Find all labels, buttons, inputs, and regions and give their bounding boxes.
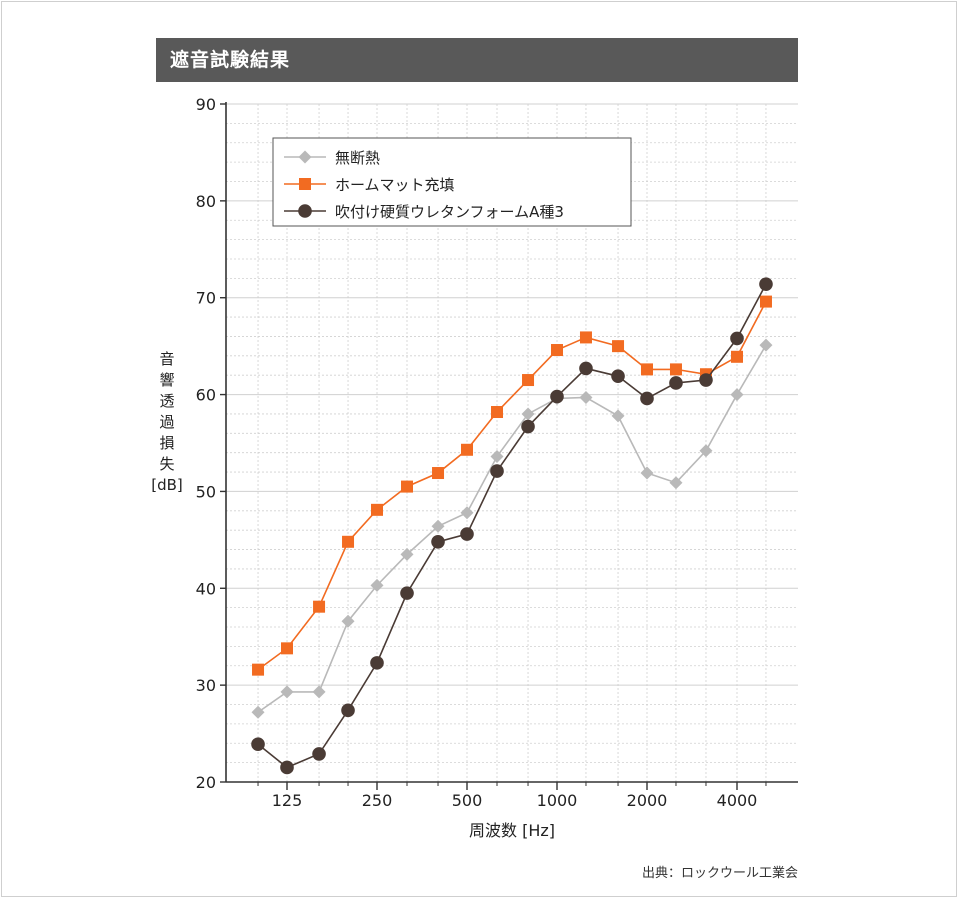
y-tick-label: 30 (196, 676, 216, 695)
y-axis-label-char: 透 (159, 392, 174, 410)
data-point (759, 295, 772, 308)
x-tick-label: 250 (362, 791, 393, 810)
data-point (490, 464, 504, 478)
data-point (342, 535, 355, 548)
data-point (579, 390, 593, 404)
x-tick-label: 4000 (717, 791, 758, 810)
data-point (461, 443, 473, 456)
data-point (669, 476, 683, 490)
y-tick-label: 40 (196, 579, 216, 598)
y-axis-label-char: 失 (159, 455, 174, 473)
y-axis-label-char: 響 (159, 371, 174, 389)
series-line (257, 344, 767, 713)
data-point (521, 407, 535, 421)
data-point (400, 547, 414, 561)
data-point (759, 277, 773, 291)
data-point (460, 527, 474, 541)
data-point (611, 369, 625, 383)
y-axis-label-char: 過 (159, 413, 174, 431)
data-point (251, 705, 265, 719)
data-point (699, 373, 713, 387)
x-tick-label: 500 (452, 791, 483, 810)
data-point (313, 600, 326, 613)
series-3 (251, 277, 773, 775)
data-point (641, 363, 653, 376)
y-tick-label: 50 (196, 482, 216, 501)
data-point (491, 406, 504, 419)
data-point (431, 534, 445, 549)
chart-title-bar: 遮音試験結果 (156, 38, 798, 82)
x-tick-label: 2000 (627, 791, 668, 810)
series-line (257, 283, 767, 769)
data-point (280, 760, 294, 775)
data-point (460, 506, 474, 520)
data-point (550, 389, 564, 404)
data-point (370, 578, 384, 592)
legend-marker (298, 150, 312, 164)
x-axis-label: 周波数 [Hz] (469, 821, 555, 840)
data-point (341, 703, 355, 718)
data-point (401, 480, 414, 493)
data-point (521, 419, 535, 434)
y-tick-label: 60 (196, 386, 216, 405)
legend-box (272, 137, 632, 227)
legend-marker (298, 204, 312, 218)
data-point (522, 374, 535, 387)
y-tick-label: 90 (196, 95, 216, 114)
legend-label: 吹付け硬質ウレタンフォームA種3 (335, 203, 564, 221)
series-1 (251, 338, 773, 719)
data-point (280, 685, 294, 699)
data-point (490, 450, 504, 464)
legend-label: 無断熱 (335, 149, 380, 167)
data-point (640, 466, 654, 480)
y-tick-label: 20 (196, 773, 216, 792)
legend-label: ホームマット充填 (335, 176, 455, 194)
data-point (431, 519, 445, 533)
y-tick-label: 70 (196, 289, 216, 308)
data-point (759, 338, 773, 352)
data-point (341, 614, 355, 628)
data-point (432, 467, 445, 480)
data-point (731, 350, 743, 363)
y-axis-label-char: 損 (159, 434, 174, 452)
legend-marker (299, 178, 311, 190)
data-point (551, 344, 563, 357)
data-point (312, 747, 326, 761)
data-point (640, 391, 654, 406)
data-point (730, 331, 744, 346)
x-tick-label: 125 (272, 791, 303, 810)
series-2 (252, 295, 772, 676)
y-axis-label-char: [dB] (151, 476, 183, 494)
data-point (400, 586, 414, 600)
x-tick-label: 1000 (537, 791, 578, 810)
data-point (371, 503, 383, 516)
data-point (730, 388, 744, 402)
data-point (612, 340, 625, 353)
data-point (579, 331, 592, 344)
series-line (257, 301, 767, 671)
source-note: 出典：ロックウール工業会 (641, 866, 798, 881)
data-point (312, 685, 326, 699)
data-point (252, 663, 265, 676)
data-point (281, 642, 293, 655)
data-point (251, 737, 265, 752)
y-tick-label: 80 (196, 192, 216, 211)
data-point (669, 363, 682, 376)
data-point (699, 444, 713, 458)
y-axis-label-char: 音 (159, 350, 174, 368)
data-point (370, 656, 384, 670)
data-point (611, 409, 625, 423)
data-point (669, 376, 683, 390)
data-point (579, 361, 593, 376)
